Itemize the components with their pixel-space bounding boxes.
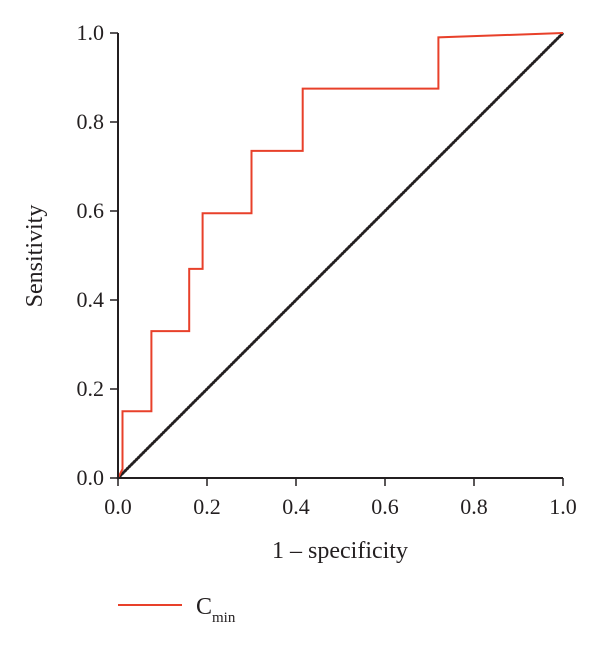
x-tick-label: 0.6: [371, 494, 399, 519]
series-layer: [117, 32, 564, 479]
legend-label-cmin: Cmin: [196, 594, 236, 626]
x-tick-label: 0.8: [460, 494, 488, 519]
legend-label-sub: min: [212, 610, 236, 626]
y-tick-label: 0.0: [77, 465, 105, 490]
y-axis-title: Sensitivity: [22, 205, 48, 308]
y-tick-label: 0.4: [77, 287, 105, 312]
x-tick-label: 0.0: [104, 494, 132, 519]
x-tick-label: 0.4: [282, 494, 310, 519]
legend: Cmin: [118, 594, 236, 626]
axes-layer: [117, 33, 563, 479]
roc-curve-series-0: [117, 32, 564, 479]
y-tick-label: 0.6: [77, 198, 105, 223]
x-axis-title: 1 – specificity: [272, 538, 408, 564]
x-tick-label: 1.0: [549, 494, 577, 519]
legend-label-main: C: [196, 594, 212, 620]
y-tick-label: 0.8: [77, 109, 105, 134]
y-tick-label: 1.0: [77, 20, 105, 45]
reference-diagonal-line: [116, 31, 565, 480]
reference-diagonal-layer: [116, 31, 565, 480]
y-tick-label: 0.2: [77, 376, 105, 401]
ticks-layer: 0.0 0.2 0.4 0.6 0.8 1.0 0.0 0.2 0.4 0.6 0.8 1.0: [77, 20, 577, 519]
x-tick-label: 0.2: [193, 494, 221, 519]
